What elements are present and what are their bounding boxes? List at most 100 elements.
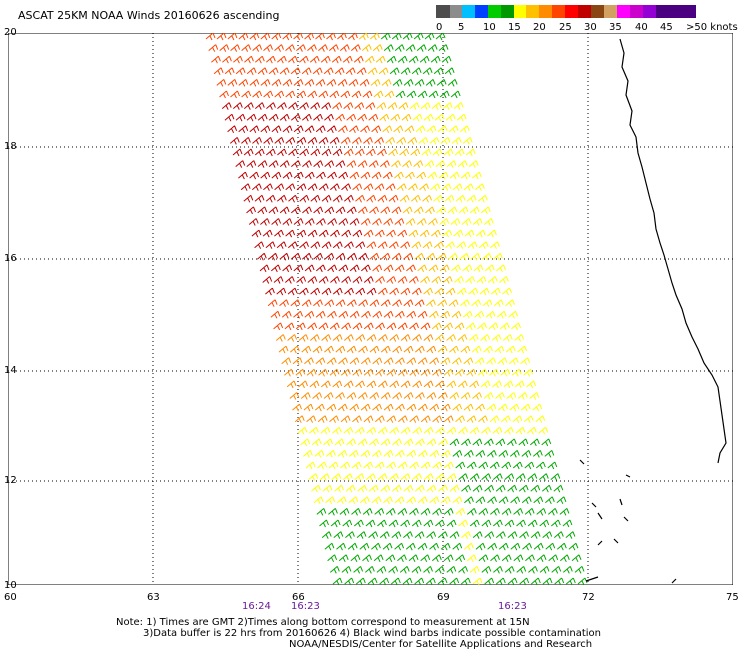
wind-barb [354,148,365,157]
wind-barb [508,357,519,365]
island-cluster [579,459,677,584]
wind-barb [413,33,424,41]
wind-barb [439,90,450,99]
wind-barb [418,137,429,145]
wind-barb [235,67,246,76]
wind-barb [404,125,415,134]
wind-barb [494,345,505,354]
wind-barb [440,137,451,145]
wind-barb [321,334,332,342]
wind-barb [469,519,480,528]
wind-barb [443,508,454,516]
wind-barb [260,125,271,134]
wind-barb [306,368,317,377]
wind-barb [463,403,474,412]
wind-barb [472,531,483,539]
wind-barb [327,264,338,273]
wind-barb [465,322,476,331]
wind-barb [408,276,419,284]
wind-barb [449,438,460,447]
wind-barb [398,102,409,110]
wind-barb [424,160,435,168]
wind-barb [456,287,467,296]
wind-barb [508,310,518,319]
map-title: ASCAT 25KM NOAA Winds 20160626 ascending [18,9,280,22]
wind-barb [464,229,475,238]
wind-barb [394,542,405,551]
wind-barb [406,450,417,458]
wind-barb [409,368,420,377]
wind-barb [443,368,454,377]
wind-barb [268,252,279,261]
wind-barb [383,357,394,365]
wind-barb [511,322,521,331]
wind-barb [386,55,397,64]
wind-barb [511,368,522,377]
wind-barb [397,322,408,331]
wind-barb [254,148,265,157]
wind-barb [335,252,346,261]
wind-barb [320,55,331,64]
legend-swatch [514,5,526,18]
wind-barb [411,287,422,296]
wind-barb [375,276,385,284]
wind-barb [435,33,446,41]
wind-barb [309,380,320,389]
wind-barb [279,160,290,168]
wind-barb [377,194,388,203]
wind-barb [440,357,451,365]
wind-barb [263,137,274,145]
wind-barb [411,67,422,76]
wind-barb [363,276,374,284]
wind-barb [495,484,506,493]
wind-barb [455,508,466,516]
wind-barb [437,299,448,307]
wind-barb [389,426,400,435]
wind-barb [405,44,416,52]
wind-barb [352,415,362,423]
wind-barb [400,426,411,435]
wind-barb [380,438,391,447]
wind-barb [290,252,301,261]
wind-barb [216,79,227,87]
wind-barb [366,426,377,435]
wind-barb [243,148,254,157]
wind-barb [395,90,406,99]
wind-barb [414,577,425,585]
wind-barb [542,577,553,585]
wind-barb [449,345,459,354]
wind-barb [478,554,489,563]
wind-barb [316,218,326,226]
wind-barb [315,264,326,273]
wind-barb [329,90,340,99]
wind-barb [402,577,413,585]
wind-barb [437,392,448,400]
wind-barb [426,438,437,447]
wind-barb [281,310,292,319]
wind-barb [495,392,505,400]
wind-barb [274,183,285,191]
wind-barb [545,542,556,551]
wind-barb [293,264,304,273]
wind-barb [329,566,340,574]
wind-barb [345,484,356,493]
wind-barb [417,310,428,319]
wind-barb [426,531,437,539]
wind-barb [394,496,405,505]
wind-barb [438,438,448,447]
wind-barb [490,508,500,516]
wind-barb [276,241,287,249]
wind-barb [388,566,399,574]
wind-barb [419,183,429,191]
wind-barb [554,577,565,585]
wind-barb [249,33,260,41]
wind-barb [265,194,276,203]
wind-barb [355,241,366,249]
wind-barb [520,403,531,412]
wind-barb [515,426,526,435]
wind-barb [517,392,528,400]
wind-barb [364,55,375,64]
wind-barb [323,392,334,400]
wind-barb [484,577,495,585]
wind-barb [523,415,534,423]
